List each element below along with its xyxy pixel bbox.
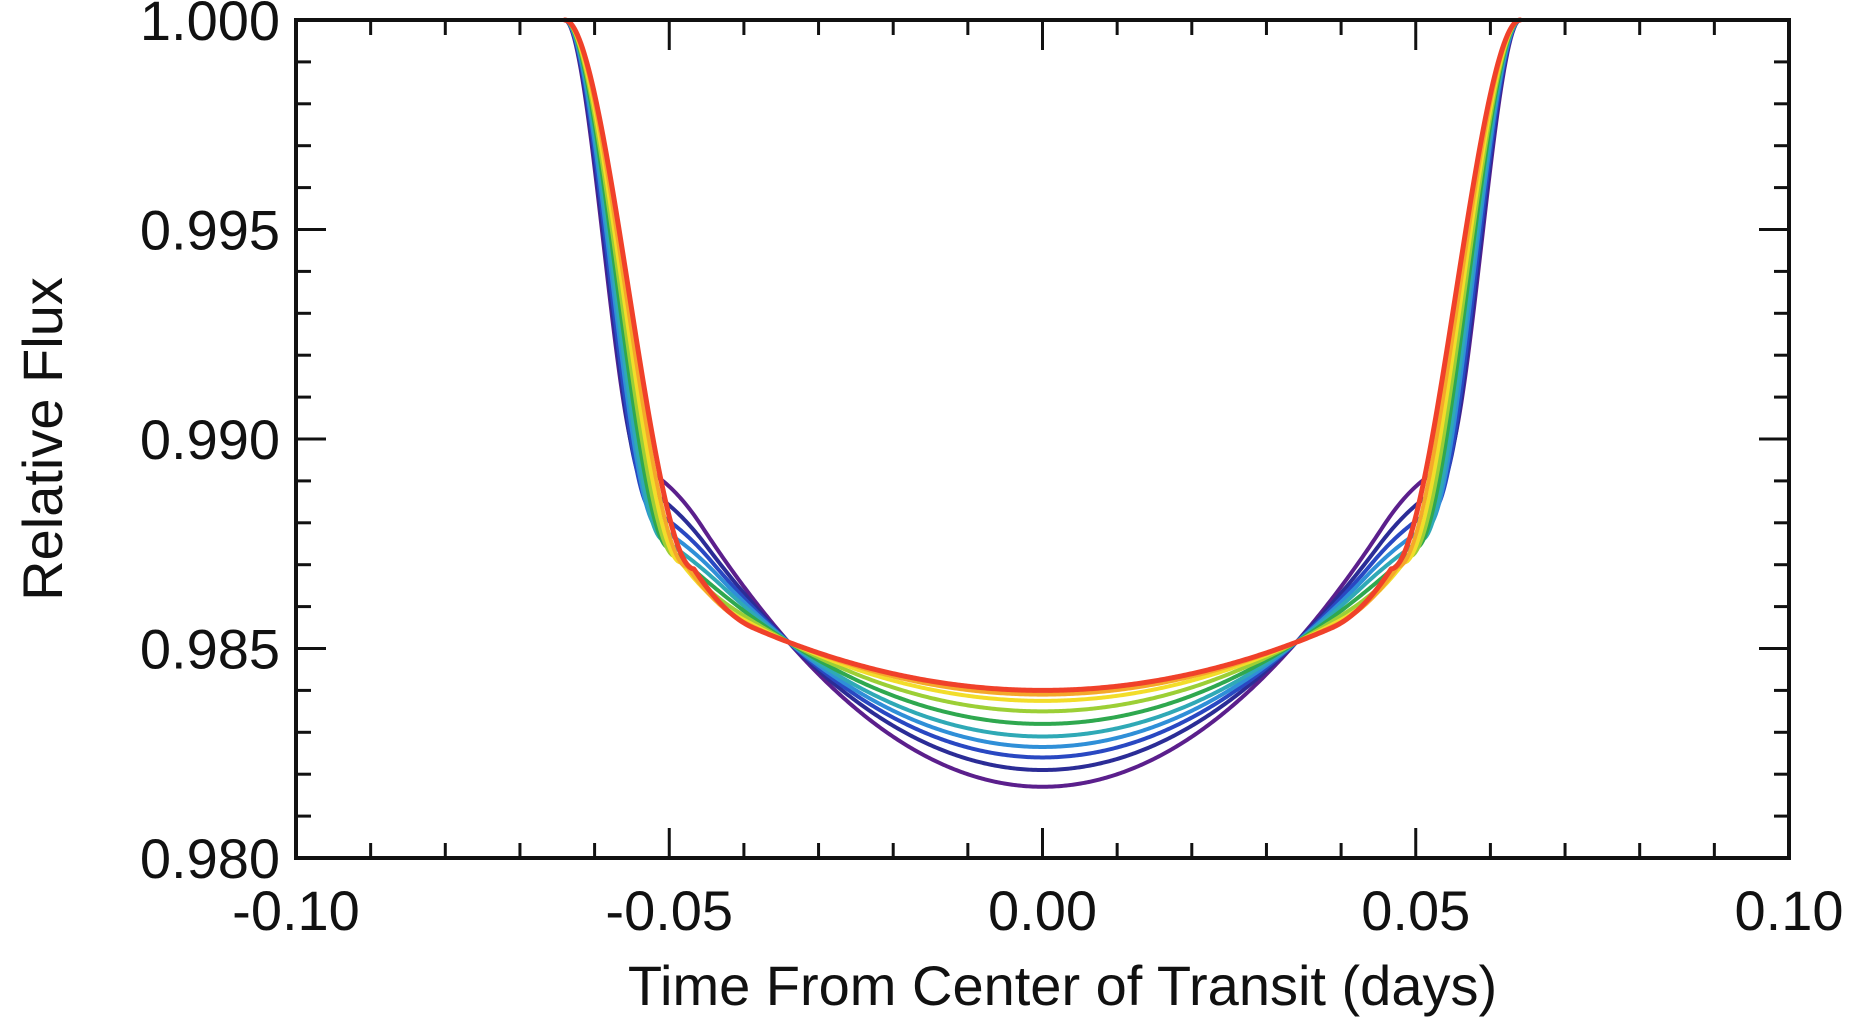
x-tick-label: 0.00 (988, 879, 1097, 942)
x-axis-title: Time From Center of Transit (days) (628, 954, 1497, 1017)
y-tick-label: 0.980 (140, 827, 280, 890)
y-tick-label: 0.985 (140, 618, 280, 681)
axis-ticks (294, 18, 1791, 860)
light-curve-3 (562, 18, 1523, 760)
x-tick-label: 0.05 (1361, 879, 1470, 942)
light-curve-5 (562, 18, 1523, 739)
x-tick-label: -0.10 (232, 879, 360, 942)
light-curve-4 (562, 18, 1523, 749)
light-curve-8 (562, 18, 1523, 703)
y-tick-label: 0.995 (140, 199, 280, 262)
x-tick-label: 0.10 (1735, 879, 1844, 942)
x-tick-label: -0.05 (605, 879, 733, 942)
light-curve-1 (562, 18, 1523, 789)
y-tick-label: 1.000 (140, 0, 280, 52)
y-tick-label: 0.990 (140, 408, 280, 471)
curves (562, 17, 1523, 789)
light-curve-10 (562, 17, 1523, 693)
light-curve-9 (562, 18, 1523, 697)
light-curve-6 (562, 18, 1523, 726)
tick-labels: -0.10 -0.05 0.00 0.05 0.10 0.980 0.985 0.990 0.9… (140, 0, 1844, 942)
light-curve-2 (562, 18, 1523, 773)
plot-frame (294, 18, 1791, 860)
y-axis-title: Relative Flux (11, 277, 74, 601)
light-curve-7 (562, 18, 1523, 714)
